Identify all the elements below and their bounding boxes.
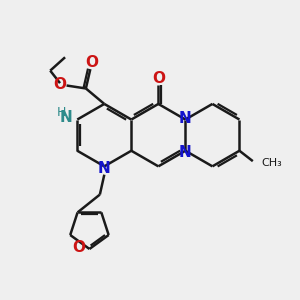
Text: N: N	[179, 145, 192, 160]
Text: CH₃: CH₃	[261, 158, 282, 168]
Text: N: N	[98, 161, 111, 176]
Text: O: O	[152, 70, 165, 86]
Text: O: O	[53, 76, 67, 92]
Text: O: O	[85, 55, 98, 70]
Text: N: N	[59, 110, 72, 125]
Text: O: O	[72, 240, 85, 255]
Text: N: N	[179, 110, 192, 125]
Text: H: H	[57, 106, 67, 118]
